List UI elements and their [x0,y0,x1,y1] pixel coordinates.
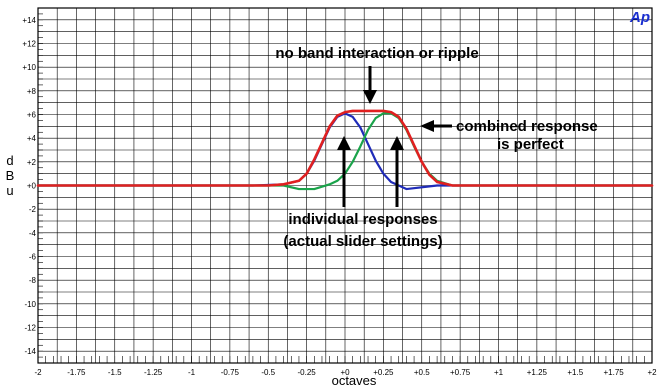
y-tick-label: +4 [27,134,37,143]
annotation-individual-line1: individual responses [288,211,437,228]
annotation-combined-line2: is perfect [497,136,564,153]
x-axis-title: octaves [332,373,377,388]
x-tick-label: -0.25 [298,368,317,377]
y-tick-label: +12 [22,40,36,49]
arrow-top-head [363,90,377,104]
y-tick-labels: +14 +12 +10 +8 +6 +4 +2 +0 -2 -4 -6 -8 -10 -12 -14 [22,16,36,356]
x-tick-label: -0.5 [261,368,275,377]
x-tick-label: +1 [494,368,504,377]
x-tick-label: -1.5 [108,368,122,377]
x-tick-label: -2 [34,368,42,377]
y-tick-label: +14 [22,16,36,25]
y-tick-label: +8 [27,87,37,96]
series-lines [36,109,654,191]
ap-logo: Ap [629,9,650,26]
arrow-right-up-head [390,136,404,150]
x-tick-label: +0.25 [373,368,394,377]
y-tick-label: -2 [29,205,37,214]
x-tick-label: +1.5 [567,368,583,377]
x-tick-label: +1.25 [527,368,548,377]
x-tick-label: -1.25 [144,368,163,377]
x-tick-label: +2 [647,368,657,377]
series-combined [36,109,654,187]
x-tick-label: +1.75 [604,368,625,377]
arrow-left-up-head [337,136,351,150]
x-tick-label: +0.5 [414,368,430,377]
annotation-combined-line1: combined response [456,118,598,135]
x-tick-label: -0.75 [221,368,240,377]
y-tick-label: +0 [27,182,37,191]
x-tick-label: +0.75 [450,368,471,377]
y-tick-label: -10 [24,300,36,309]
y-tick-label: -12 [24,324,36,333]
x-tick-label: -1.75 [67,368,86,377]
y-tick-label: -4 [29,229,37,238]
x-tick-labels: -2 -1.75 -1.5 -1.25 -1 -0.75 -0.5 -0.25 +0 +0.25 +… [34,368,657,377]
annotation-no-ripple: no band interaction or ripple [275,45,478,62]
arrow-right-head [420,120,434,132]
x-tick-label: -1 [188,368,196,377]
y-tick-label: +10 [22,63,36,72]
grid [37,7,653,364]
annotation-arrows [337,66,452,207]
y-tick-label: +2 [27,158,37,167]
x-tick-label: +0 [340,368,350,377]
y-tick-label: -14 [24,347,36,356]
annotation-individual-line2: (actual slider settings) [283,233,442,250]
y-tick-label: +6 [27,111,37,120]
y-tick-label: -8 [29,276,37,285]
y-tick-label: -6 [29,253,37,262]
